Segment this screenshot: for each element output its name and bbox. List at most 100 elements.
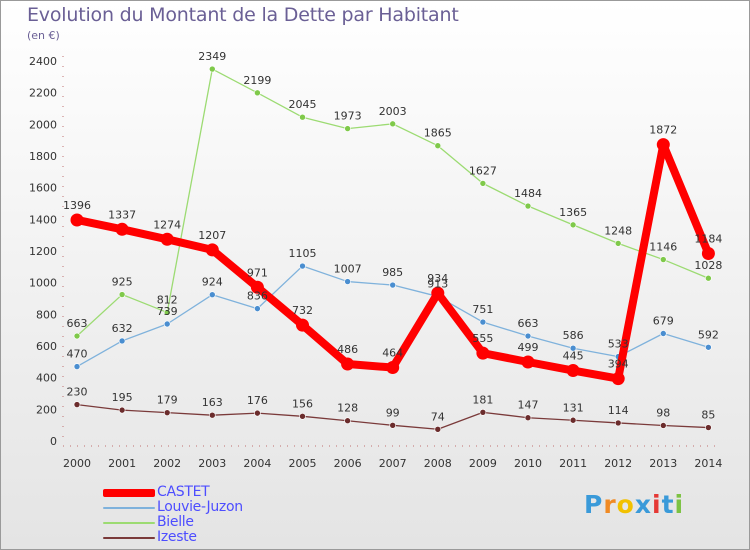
data-label-izeste: 230 (67, 386, 88, 399)
data-label-bielle: 2045 (289, 98, 317, 111)
data-label-bielle: 1365 (559, 206, 587, 219)
data-point-bielle (479, 180, 487, 187)
data-point-castet (296, 318, 309, 332)
data-point-castet (386, 361, 400, 375)
data-label-castet: 732 (292, 304, 313, 317)
data-label-louvie-juzon: 836 (247, 290, 268, 303)
data-point-bielle (163, 309, 171, 316)
data-label-izeste: 195 (112, 391, 133, 404)
data-label-louvie-juzon: 632 (112, 322, 133, 335)
data-point-louvie-juzon (389, 281, 397, 289)
data-label-castet: 1337 (108, 208, 136, 221)
data-label-castet: 1207 (198, 229, 226, 242)
data-label-bielle: 1484 (514, 187, 542, 200)
x-tick-label: 2007 (379, 457, 407, 470)
data-point-castet (205, 243, 219, 257)
y-tick-label: 600 (36, 340, 57, 353)
x-axis: 2000 2001 2002 2003 2004 2005 2006 2007 2008 2009… (63, 445, 722, 470)
x-tick-label: 2013 (649, 457, 677, 470)
y-tick-label: 1800 (29, 150, 57, 163)
data-label-izeste: 98 (656, 406, 670, 419)
data-point-louvie-juzon (705, 343, 712, 351)
data-point-bielle (389, 120, 397, 128)
data-label-castet: 1872 (649, 124, 677, 137)
logo-letter: i (652, 490, 662, 519)
legend-swatch (103, 489, 155, 497)
data-label-castet: 971 (247, 266, 268, 279)
data-point-izeste (479, 409, 487, 416)
proxiti-logo: Proxiti (584, 490, 684, 519)
logo-letter: t (661, 490, 675, 519)
data-point-castet (701, 247, 715, 261)
data-point-izeste (659, 422, 667, 429)
data-label-castet: 934 (427, 272, 448, 285)
data-point-louvie-juzon (163, 320, 171, 328)
x-tick-label: 2001 (108, 457, 136, 470)
data-label-castet: 464 (382, 347, 403, 360)
data-label-louvie-juzon: 533 (608, 338, 629, 351)
x-tick-label: 2009 (469, 457, 497, 470)
data-labels: 663 925 812 2349 2199 2045 1973 2003 1865 1627 148… (63, 50, 722, 423)
y-tick-label: 1200 (29, 245, 57, 258)
data-label-izeste: 131 (563, 401, 584, 414)
logo-letter: o (616, 490, 635, 519)
data-label-bielle: 812 (157, 293, 178, 306)
logo-letter: i (674, 490, 685, 519)
legend-swatch (103, 537, 155, 539)
data-label-izeste: 181 (472, 393, 493, 406)
x-tick-label: 2002 (153, 457, 181, 470)
data-point-bielle (254, 89, 261, 97)
y-tick-label: 2200 (29, 87, 57, 100)
data-label-izeste: 85 (701, 409, 715, 422)
data-label-louvie-juzon: 586 (563, 329, 584, 342)
data-point-bielle (73, 332, 81, 340)
data-label-izeste: 147 (518, 399, 539, 412)
data-point-bielle (524, 202, 532, 210)
data-point-castet (611, 372, 625, 386)
data-point-bielle (434, 142, 442, 150)
data-point-izeste (254, 409, 261, 417)
data-point-louvie-juzon (569, 344, 577, 352)
data-label-louvie-juzon: 592 (698, 328, 719, 341)
data-point-louvie-juzon (118, 337, 126, 345)
y-tick-label: 2400 (29, 55, 57, 68)
data-point-castet (656, 138, 670, 152)
legend-label: Izeste (157, 529, 197, 545)
data-point-castet (115, 222, 129, 236)
data-point-louvie-juzon (209, 291, 216, 299)
data-label-castet: 1396 (63, 199, 91, 212)
data-point-bielle (209, 65, 216, 73)
data-point-castet (476, 346, 490, 360)
data-point-castet (566, 364, 580, 378)
data-point-izeste (705, 424, 712, 431)
data-label-izeste: 179 (157, 394, 178, 407)
data-label-castet: 394 (608, 358, 629, 371)
data-point-castet (160, 232, 174, 246)
data-label-izeste: 176 (247, 394, 268, 407)
data-point-castet (250, 280, 264, 294)
chart-subtitle: (en €) (27, 29, 60, 42)
data-label-louvie-juzon: 1105 (289, 247, 317, 260)
x-tick-label: 2006 (334, 457, 362, 470)
data-label-bielle: 2349 (198, 50, 226, 63)
legend-label: CASTET (157, 484, 210, 500)
y-tick-label: 800 (36, 308, 57, 321)
y-tick-label: 0 (50, 435, 57, 448)
x-tick-label: 2005 (289, 457, 317, 470)
y-tick-label: 2000 (29, 118, 57, 131)
series-layer (70, 65, 715, 433)
data-label-louvie-juzon: 985 (382, 266, 403, 279)
data-label-izeste: 163 (202, 396, 223, 409)
data-label-bielle: 1627 (469, 164, 497, 177)
data-point-izeste (344, 417, 351, 425)
x-tick-label: 2011 (559, 457, 587, 470)
data-label-bielle: 1973 (334, 110, 362, 123)
data-point-izeste (614, 419, 622, 427)
data-label-izeste: 99 (386, 406, 400, 419)
data-point-castet (521, 355, 535, 369)
x-tick-label: 2000 (63, 457, 91, 470)
logo-letter: x (634, 490, 652, 519)
data-point-louvie-juzon (479, 318, 487, 326)
y-tick-label: 1000 (29, 277, 57, 290)
